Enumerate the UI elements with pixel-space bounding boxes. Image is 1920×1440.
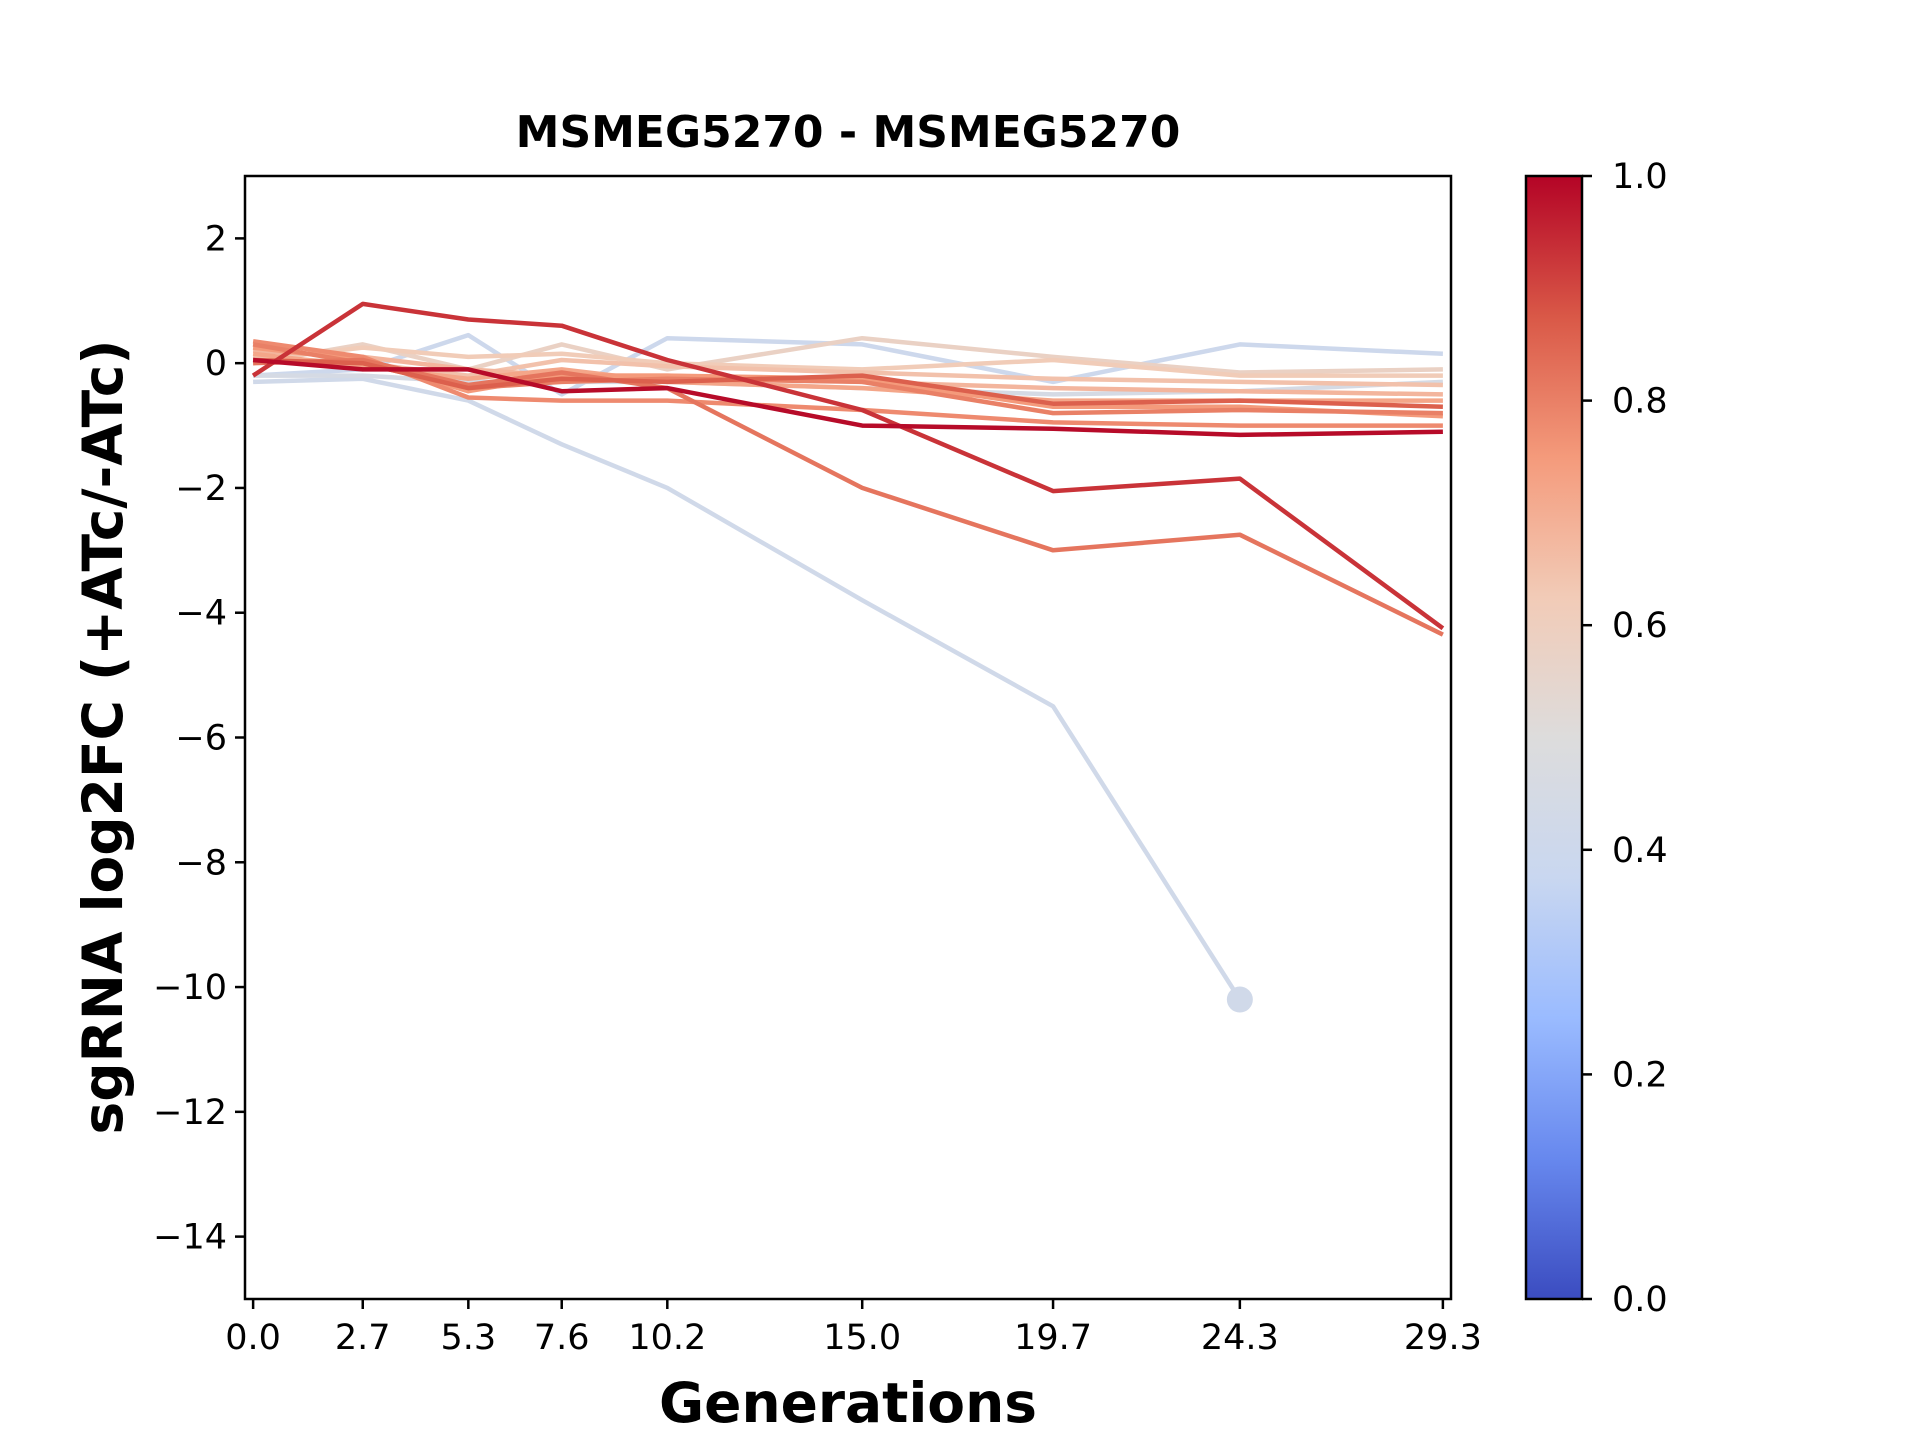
colorbar-frame: [1524, 174, 1584, 1301]
series-line-0: [253, 376, 1242, 1001]
x-tick-label: 0.0: [225, 1318, 281, 1358]
colorbar-tick-label: 1.0: [1612, 157, 1668, 197]
colorbar-tick-label: 0.0: [1612, 1280, 1668, 1320]
colorbar-tick-label: 0.8: [1612, 382, 1668, 422]
x-tick-label: 2.7: [335, 1318, 391, 1358]
y-tick-label: −10: [153, 968, 227, 1008]
y-tick-label: −14: [153, 1218, 227, 1258]
y-tick-label: −12: [153, 1093, 227, 1133]
y-tick-label: −4: [175, 594, 227, 634]
colorbar-tick-label: 0.2: [1612, 1055, 1668, 1095]
x-tick-label: 29.3: [1404, 1318, 1482, 1358]
y-tick-label: −2: [175, 469, 227, 509]
series-line-1: [252, 332, 1444, 397]
colorbar-gradient: [1526, 176, 1582, 1299]
colorbar-tick-label: 0.6: [1612, 606, 1668, 646]
y-tick-label: 0: [205, 344, 227, 384]
series-line-13: [251, 301, 1445, 631]
x-tick-label: 5.3: [440, 1318, 496, 1358]
series-layer: [251, 301, 1445, 1013]
y-tick-label: 2: [205, 219, 227, 259]
colorbar-tick-label: 0.4: [1612, 831, 1668, 871]
series-line-4: [252, 345, 1443, 378]
x-tick-label: 24.3: [1201, 1318, 1279, 1358]
series-end-marker-0: [1226, 986, 1253, 1013]
x-tick-label: 7.6: [534, 1318, 590, 1358]
y-axis-label: sgRNA log2FC (+ATc/-ATc): [71, 339, 135, 1134]
series-line-14: [252, 357, 1443, 438]
x-axis-label: Generations: [659, 1371, 1037, 1435]
y-axis: 2 0 −2 −4 −6 −8 −10 −12 −14: [153, 219, 245, 1258]
colorbar: 0.0 0.2 0.4 0.6 0.8 1.0: [1524, 157, 1668, 1320]
x-axis: 0.0 2.7 5.3 7.6 10.2 15.0 19.7 24.3 29.3: [225, 1299, 1482, 1358]
colorbar-ticks: 0.0 0.2 0.4 0.6 0.8 1.0: [1582, 157, 1668, 1320]
chart-title: MSMEG5270 - MSMEG5270: [516, 107, 1181, 158]
y-tick-label: −8: [175, 843, 227, 883]
x-tick-label: 15.0: [823, 1318, 901, 1358]
y-tick-label: −6: [175, 719, 227, 759]
x-tick-label: 10.2: [628, 1318, 706, 1358]
x-tick-label: 19.7: [1014, 1318, 1092, 1358]
